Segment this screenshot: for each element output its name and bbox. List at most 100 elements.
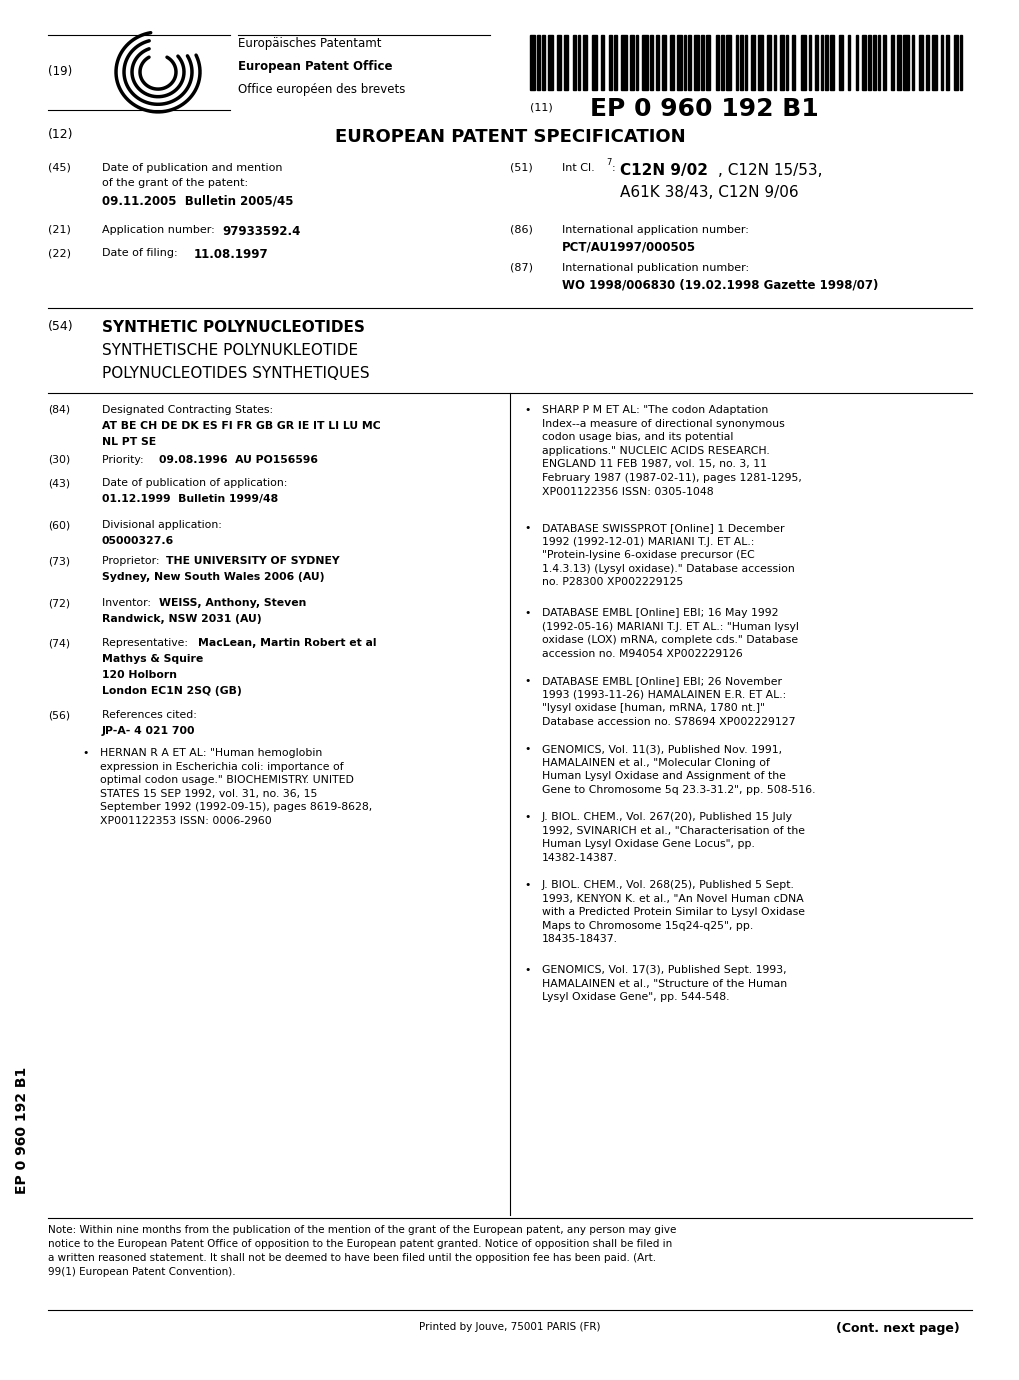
Bar [556,34,560,90]
Text: EUROPEAN PATENT SPECIFICATION: EUROPEAN PATENT SPECIFICATION [334,128,685,146]
Bar [855,34,857,90]
Text: (60): (60) [48,520,70,530]
Text: MacLean, Martin Robert et al: MacLean, Martin Robert et al [198,638,376,649]
Text: POLYNUCLEOTIDES SYNTHETIQUES: POLYNUCLEOTIDES SYNTHETIQUES [102,366,369,381]
Bar [872,34,875,90]
Bar [877,34,879,90]
Bar [705,34,709,90]
Text: (73): (73) [48,556,70,566]
Text: 01.12.1999  Bulletin 1999/48: 01.12.1999 Bulletin 1999/48 [102,494,278,504]
Text: Date of filing:: Date of filing: [102,248,181,258]
Bar [636,34,638,90]
Text: DATABASE SWISSPROT [Online] 1 December
1992 (1992-12-01) MARIANI T.J. ET AL.:
"P: DATABASE SWISSPROT [Online] 1 December 1… [541,523,794,588]
Bar [814,34,816,90]
Text: PCT/AU1997/000505: PCT/AU1997/000505 [561,240,695,253]
Bar [800,34,805,90]
Text: 05000327.6: 05000327.6 [102,535,174,546]
Text: 09.08.1996  AU PO156596: 09.08.1996 AU PO156596 [159,455,318,465]
Bar [848,34,850,90]
Text: DATABASE EMBL [Online] EBI; 16 May 1992
(1992-05-16) MARIANI T.J. ET AL.: "Human: DATABASE EMBL [Online] EBI; 16 May 1992 … [541,609,798,658]
Text: Application number:: Application number: [102,225,218,235]
Text: Priority:: Priority: [102,455,151,465]
Text: , C12N 15/53,: , C12N 15/53, [717,163,821,178]
Text: 09.11.2005  Bulletin 2005/45: 09.11.2005 Bulletin 2005/45 [102,195,293,208]
Text: 97933592.4: 97933592.4 [222,225,300,237]
Bar [911,34,913,90]
Text: (54): (54) [48,320,73,333]
Text: (74): (74) [48,638,70,649]
Text: (51): (51) [510,163,532,172]
Bar [735,34,737,90]
Text: Printed by Jouve, 75001 PARIS (FR): Printed by Jouve, 75001 PARIS (FR) [419,1322,600,1332]
Bar [897,34,901,90]
Bar [890,34,893,90]
Text: J. BIOL. CHEM., Vol. 268(25), Published 5 Sept.
1993, KENYON K. et al., "An Nove: J. BIOL. CHEM., Vol. 268(25), Published … [541,880,804,944]
Text: (22): (22) [48,248,71,258]
Bar [669,34,674,90]
Text: (86): (86) [510,225,532,235]
Text: (19): (19) [48,65,72,79]
Bar [861,34,865,90]
Bar [642,34,647,90]
Text: 120 Holborn: 120 Holborn [102,671,177,680]
Bar [629,34,634,90]
Text: of the grant of the patent:: of the grant of the patent: [102,178,248,188]
Bar [820,34,822,90]
Text: AT BE CH DE DK ES FI FR GB GR IE IT LI LU MC: AT BE CH DE DK ES FI FR GB GR IE IT LI L… [102,421,380,431]
Text: •: • [524,880,530,890]
Text: •: • [524,965,530,976]
Bar [683,34,686,90]
Bar [621,34,626,90]
Bar [677,34,681,90]
Text: •: • [524,811,530,822]
Text: London EC1N 2SQ (GB): London EC1N 2SQ (GB) [102,686,242,696]
Text: 7: 7 [605,157,610,167]
Bar [591,34,596,90]
Bar [931,34,936,90]
Bar [537,34,539,90]
Text: 11.08.1997: 11.08.1997 [194,248,268,261]
Bar [954,34,957,90]
Text: •: • [524,404,530,415]
Text: Int Cl.: Int Cl. [561,163,594,172]
Bar [547,34,552,90]
Text: •: • [524,609,530,618]
Bar [577,34,579,90]
Bar [608,34,611,90]
Text: C12N 9/02: C12N 9/02 [620,163,707,178]
Text: (84): (84) [48,404,70,415]
Bar [700,34,703,90]
Text: (21): (21) [48,225,70,235]
Bar [661,34,665,90]
Bar [541,34,544,90]
Text: •: • [524,676,530,686]
Bar [785,34,787,90]
Text: :: : [611,163,619,172]
Bar [945,34,948,90]
Text: J. BIOL. CHEM., Vol. 267(20), Published 15 July
1992, SVINARICH et al., "Charact: J. BIOL. CHEM., Vol. 267(20), Published … [541,811,804,862]
Bar [564,34,568,90]
Text: •: • [82,748,89,758]
Bar [792,34,795,90]
Text: SYNTHETISCHE POLYNUKLEOTIDE: SYNTHETISCHE POLYNUKLEOTIDE [102,344,358,357]
Text: Date of publication of application:: Date of publication of application: [102,477,287,489]
Text: Divisional application:: Divisional application: [102,520,222,530]
Bar [882,34,886,90]
Text: Date of publication and mention: Date of publication and mention [102,163,282,172]
Text: (43): (43) [48,477,70,489]
Text: Designated Contracting States:: Designated Contracting States: [102,404,273,415]
Bar [903,34,908,90]
Bar [773,34,775,90]
Bar [824,34,827,90]
Text: •: • [524,523,530,533]
Text: GENOMICS, Vol. 11(3), Published Nov. 1991,
HAMALAINEN et al., "Molecular Cloning: GENOMICS, Vol. 11(3), Published Nov. 199… [541,744,815,795]
Bar [918,34,921,90]
Text: Office européen des brevets: Office européen des brevets [237,83,405,97]
Text: Proprietor:: Proprietor: [102,556,163,566]
Text: (Cont. next page): (Cont. next page) [836,1322,959,1334]
Text: Randwick, NSW 2031 (AU): Randwick, NSW 2031 (AU) [102,614,261,624]
Bar [655,34,659,90]
Text: Representative:: Representative: [102,638,192,649]
Text: (12): (12) [48,128,73,141]
Text: References cited:: References cited: [102,709,197,720]
